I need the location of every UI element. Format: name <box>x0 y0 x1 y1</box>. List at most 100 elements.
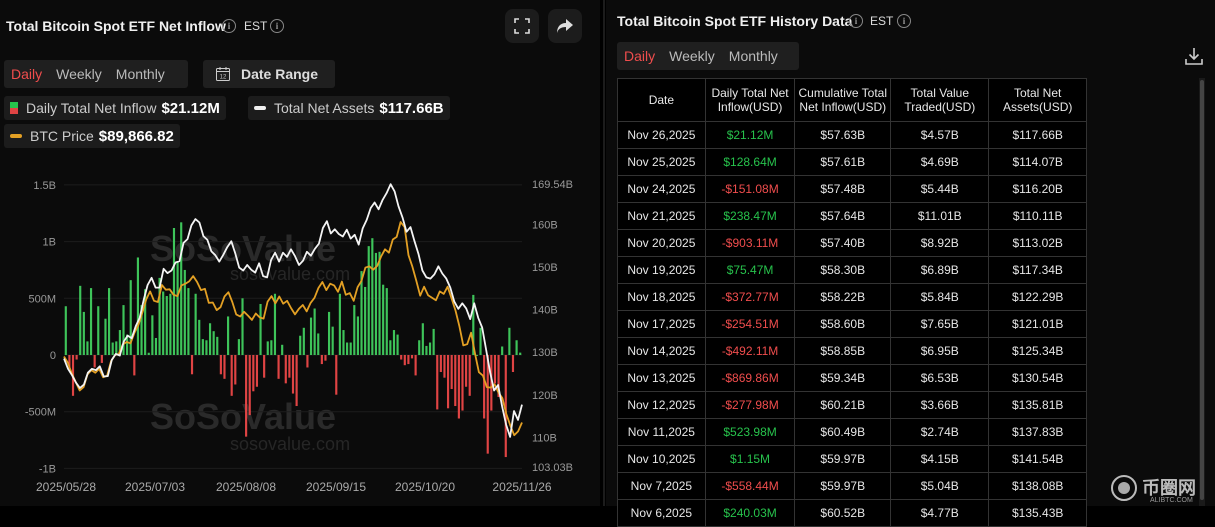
daily-inflow-cell: $21.12M <box>704 121 796 149</box>
tab-weekly[interactable]: Weekly <box>669 48 715 64</box>
col-daily-inflow[interactable]: Daily Total Net Inflow(USD) <box>704 78 796 122</box>
btc-swatch <box>10 134 22 138</box>
tab-daily[interactable]: Daily <box>11 66 43 82</box>
inflow-bar <box>309 317 313 355</box>
daily-inflow-cell: -$372.77M <box>704 283 796 311</box>
inflow-bar <box>382 284 385 355</box>
daily-inflow-cell: -$254.51M <box>704 310 796 338</box>
inflow-bar <box>428 342 432 355</box>
date-range-button[interactable]: 12 Date Range <box>203 60 335 88</box>
table-row[interactable]: Nov 26,2025 $21.12M $57.63B $4.57B $117.66B <box>617 121 1087 149</box>
legend-btc[interactable]: BTC Price $89,866.82 <box>4 124 180 148</box>
download-button[interactable] <box>1184 46 1204 71</box>
daily-inflow-cell: -$492.11M <box>704 337 796 365</box>
table-row[interactable]: Nov 25,2025 $128.64M $57.61B $4.69B $114.07B <box>617 148 1087 176</box>
legend-inflow[interactable]: Daily Total Net Inflow $21.12M <box>4 96 226 120</box>
table-row[interactable]: Nov 14,2025 -$492.11M $58.85B $6.95B $125.34… <box>617 337 1087 365</box>
x-axis-tick: 2025/09/15 <box>306 480 366 494</box>
inflow-bar <box>432 328 435 355</box>
table-row[interactable]: Nov 20,2025 -$903.11M $57.40B $8.92B $113.02… <box>617 229 1087 257</box>
inflow-bar <box>342 330 345 355</box>
x-axis-tick: 2025/10/20 <box>395 480 455 494</box>
inflow-bar <box>64 306 67 355</box>
inflow-bar <box>89 288 93 355</box>
table-scrollbar-thumb[interactable] <box>1200 80 1204 500</box>
tab-weekly[interactable]: Weekly <box>56 66 102 82</box>
daily-inflow-cell: -$869.86M <box>704 364 796 392</box>
inflow-bar <box>493 355 497 384</box>
inflow-bar <box>306 355 309 368</box>
corner-logo-text: 币圈网 <box>1142 478 1196 498</box>
legend-btc-label: BTC Price <box>30 128 94 144</box>
inflow-bar <box>320 355 323 365</box>
inflow-bar <box>241 298 244 355</box>
x-axis-tick: 2025/05/28 <box>36 480 96 494</box>
right-axis-tick: 169.54B <box>532 179 573 191</box>
inflow-bar <box>100 355 103 363</box>
inflow-bar <box>140 305 143 355</box>
daily-inflow-cell: $1.15M <box>704 445 796 473</box>
table-row[interactable]: Nov 11,2025 $523.98M $60.49B $2.74B $137.83B <box>617 418 1087 446</box>
info-icon[interactable]: i <box>222 19 236 33</box>
value-traded-cell: $7.65B <box>890 310 990 338</box>
tab-daily[interactable]: Daily <box>624 48 656 64</box>
inflow-bar <box>147 352 150 355</box>
legend-assets[interactable]: Total Net Assets $117.66B <box>248 96 450 120</box>
left-axis-tick: 500M <box>28 293 56 305</box>
history-info-icon[interactable]: i <box>849 14 863 28</box>
btc-price-line <box>63 221 523 437</box>
inflow-bar <box>396 334 399 355</box>
table-row[interactable]: Nov 21,2025 $238.47M $57.64B $11.01B $110.11… <box>617 202 1087 230</box>
fullscreen-button[interactable] <box>505 9 539 43</box>
inflow-bar <box>497 355 500 397</box>
cumulative-inflow-cell: $58.30B <box>794 256 892 284</box>
inflow-bar <box>126 334 129 355</box>
inflow-bar <box>299 335 302 355</box>
inflow-bar <box>327 311 331 355</box>
table-row[interactable]: Nov 24,2025 -$151.08M $57.48B $5.44B $116.20… <box>617 175 1087 203</box>
col-date[interactable]: Date <box>617 78 706 122</box>
timezone-info-icon[interactable]: i <box>270 19 284 33</box>
inflow-bar <box>465 355 468 387</box>
share-button[interactable] <box>548 9 582 43</box>
inflow-bar <box>302 327 305 355</box>
table-row[interactable]: Nov 12,2025 -$277.98M $60.21B $3.66B $135.81… <box>617 391 1087 419</box>
inflow-bar <box>158 277 161 355</box>
col-value-traded[interactable]: Total Value Traded(USD) <box>890 78 990 122</box>
history-tz-info-icon[interactable]: i <box>897 14 911 28</box>
inflow-bar <box>82 311 85 355</box>
table-row[interactable]: Nov 19,2025 $75.47M $58.30B $6.89B $117.34B <box>617 256 1087 284</box>
table-row[interactable]: Nov 10,2025 $1.15M $59.97B $4.15B $141.54B <box>617 445 1087 473</box>
inflow-bar <box>133 355 136 376</box>
inflow-bar <box>93 355 96 368</box>
table-row[interactable]: Nov 13,2025 -$869.86M $59.34B $6.53B $130.54… <box>617 364 1087 392</box>
date-cell: Nov 7,2025 <box>617 472 706 500</box>
left-axis-tick: -1B <box>39 463 56 475</box>
inflow-bar <box>223 355 226 379</box>
table-row[interactable]: Nov 6,2025 $240.03M $60.52B $4.77B $135.43B <box>617 499 1087 527</box>
daily-inflow-cell: $240.03M <box>704 499 796 527</box>
inflow-bar <box>291 355 295 394</box>
tab-monthly[interactable]: Monthly <box>728 48 778 64</box>
inflow-bar <box>270 340 273 355</box>
net-assets-cell: $125.34B <box>988 337 1087 365</box>
left-axis-tick: 1.5B <box>33 180 56 192</box>
right-axis-tick: 103.03B <box>532 462 573 474</box>
inflow-bar <box>403 355 406 366</box>
value-traded-cell: $5.44B <box>890 175 990 203</box>
col-net-assets[interactable]: Total Net Assets(USD) <box>988 78 1087 122</box>
cumulative-inflow-cell: $60.21B <box>794 391 892 419</box>
table-row[interactable]: Nov 7,2025 -$558.44M $59.97B $5.04B $138.08B <box>617 472 1087 500</box>
inflow-bar <box>219 355 222 375</box>
date-cell: Nov 25,2025 <box>617 148 706 176</box>
col-cumulative-inflow[interactable]: Cumulative Total Net Inflow(USD) <box>794 78 892 122</box>
cumulative-inflow-cell: $57.61B <box>794 148 892 176</box>
right-axis-tick: 120B <box>532 390 558 402</box>
inflow-bar <box>410 355 414 359</box>
table-row[interactable]: Nov 17,2025 -$254.51M $58.60B $7.65B $121.01… <box>617 310 1087 338</box>
date-cell: Nov 24,2025 <box>617 175 706 203</box>
table-row[interactable]: Nov 18,2025 -$372.77M $58.22B $5.84B $122.29… <box>617 283 1087 311</box>
value-traded-cell: $3.66B <box>890 391 990 419</box>
inflow-title: Total Bitcoin Spot ETF Net Inflow <box>6 18 226 34</box>
tab-monthly[interactable]: Monthly <box>115 66 165 82</box>
